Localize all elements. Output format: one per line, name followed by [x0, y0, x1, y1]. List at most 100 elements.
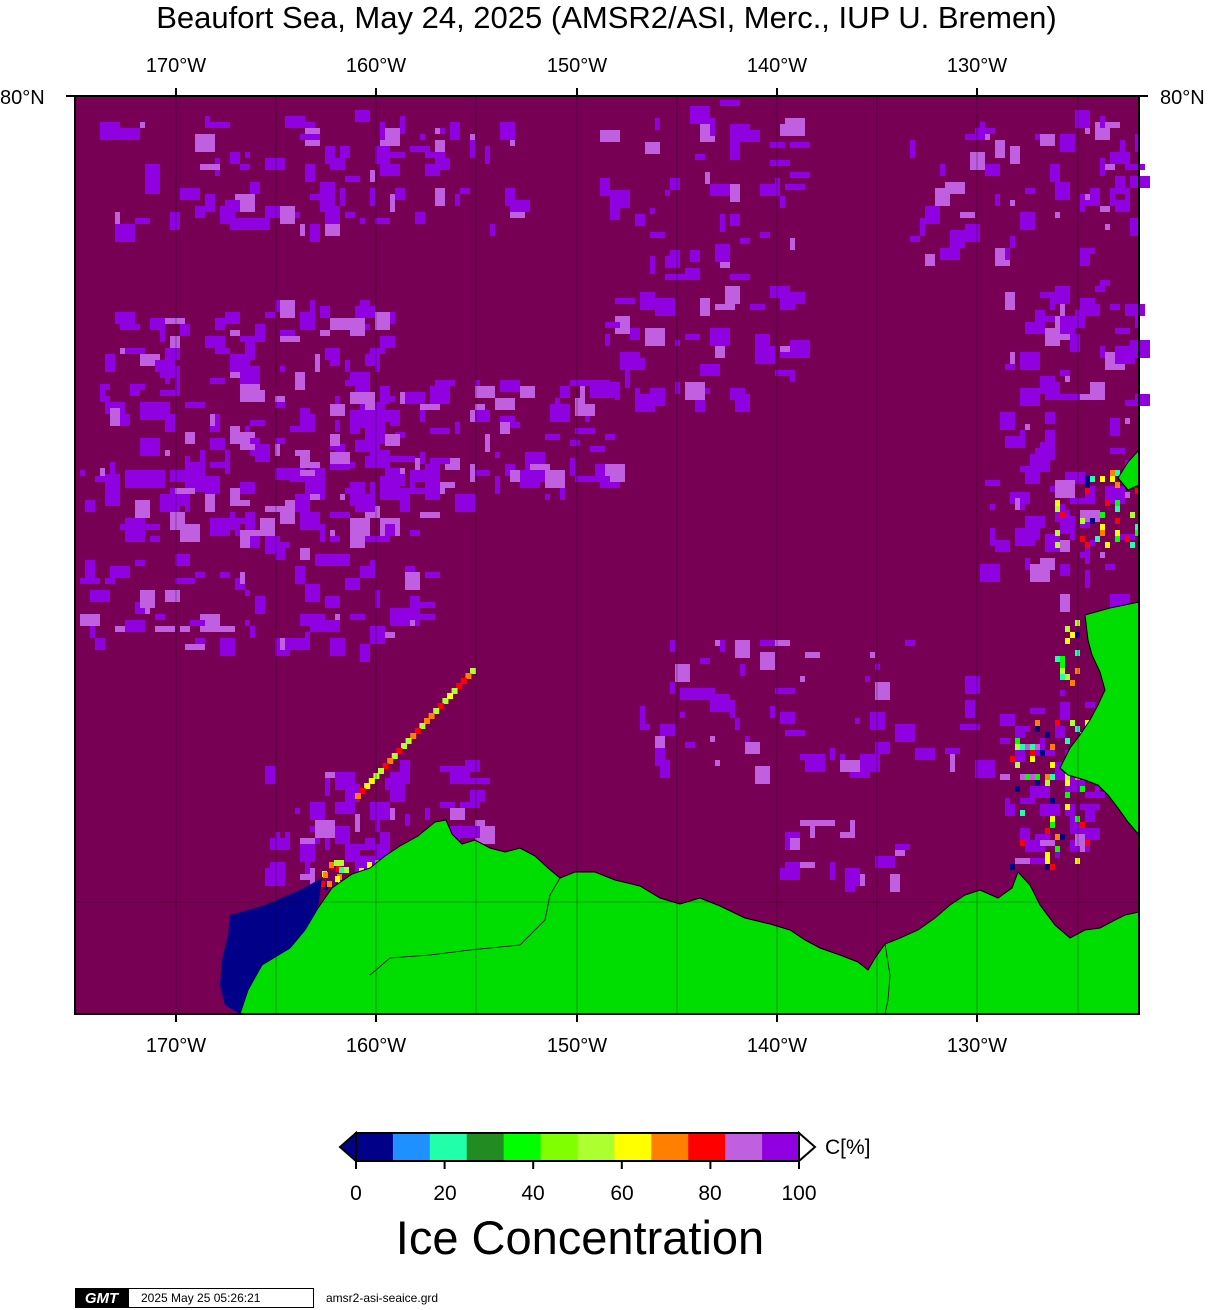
ice-patch [270, 862, 285, 874]
ice-patch [1090, 518, 1095, 524]
ice-patch [1135, 316, 1140, 328]
ice-patch [1120, 140, 1125, 158]
ice-patch [575, 398, 580, 416]
ice-patch [1085, 702, 1095, 708]
ice-patch [370, 482, 375, 500]
ice-patch [875, 742, 890, 754]
ice-patch [165, 590, 180, 602]
ice-patch [368, 778, 375, 784]
ice-patch [395, 188, 405, 194]
ice-patch [1045, 430, 1055, 448]
ice-patch [185, 462, 205, 480]
ice-patch [600, 178, 610, 196]
ice-patch [1035, 834, 1050, 840]
ice-patch [401, 743, 407, 749]
ice-patch [245, 512, 255, 530]
ice-patch [460, 802, 480, 808]
ice-patch [735, 640, 750, 658]
ice-patch [700, 298, 710, 316]
ice-patch [1050, 822, 1055, 828]
ice-patch [1010, 804, 1015, 816]
ice-patch [380, 122, 385, 140]
ice-patch [344, 867, 349, 873]
footer: GMT 2025 May 25 05:26:21 amsr2-asi-seaic… [75, 1288, 438, 1308]
ice-patch [625, 370, 630, 388]
ice-patch [845, 874, 855, 892]
ice-patch [975, 128, 995, 134]
ice-patch [330, 530, 335, 536]
ice-patch [320, 881, 325, 887]
ice-patch [335, 554, 350, 566]
ice-patch [350, 318, 365, 336]
ice-patch [180, 188, 200, 200]
ice-patch [305, 476, 325, 488]
ice-patch [385, 524, 395, 536]
ice-patch [420, 512, 440, 518]
ice-patch [355, 306, 375, 318]
ice-patch [85, 500, 95, 512]
ice-patch [130, 384, 145, 390]
ice-patch [1060, 394, 1080, 400]
ice-patch [1085, 488, 1090, 494]
ice-patch [345, 380, 360, 386]
ice-patch [1080, 552, 1090, 558]
ice-patch [1075, 726, 1080, 732]
ice-patch [875, 664, 880, 670]
ice-patch [855, 718, 860, 724]
ice-patch [400, 500, 410, 512]
ice-patch [710, 328, 730, 346]
ice-patch [200, 450, 205, 462]
ice-patch [1040, 738, 1045, 756]
ice-patch [295, 476, 300, 482]
ice-patch [1050, 798, 1055, 804]
ice-patch [330, 638, 345, 656]
ice-patch [1035, 780, 1040, 786]
ice-patch [1075, 632, 1080, 638]
ice-patch [1045, 780, 1050, 786]
ice-patch [1130, 218, 1140, 236]
ice-patch [1030, 708, 1045, 714]
ice-patch [1065, 804, 1070, 810]
ice-patch [1005, 798, 1010, 816]
lon-tick-top: 160°W [345, 55, 407, 77]
ice-patch [1050, 864, 1055, 870]
ice-patch [770, 142, 785, 148]
ice-patch [575, 476, 595, 482]
ice-patch [240, 572, 245, 584]
ice-patch [1115, 536, 1120, 542]
ice-patch [295, 122, 315, 128]
ice-patch [365, 392, 375, 410]
ice-patch [110, 566, 130, 578]
ice-patch [1015, 498, 1020, 510]
ice-patch [1065, 738, 1070, 744]
ice-patch [330, 318, 350, 330]
ice-patch [165, 414, 175, 432]
ice-patch [145, 164, 160, 176]
ice-patch [775, 688, 795, 694]
ice-patch [615, 298, 635, 304]
ice-patch [1070, 334, 1080, 352]
ice-patch [670, 178, 680, 190]
ice-patch [800, 676, 805, 682]
ice-patch [710, 118, 715, 136]
ice-patch [725, 694, 730, 712]
ice-patch [255, 444, 270, 462]
ice-patch [1125, 418, 1130, 424]
ice-patch [210, 122, 230, 128]
ice-patch [320, 524, 325, 542]
colorbar-swatch [577, 1133, 615, 1161]
ice-patch [475, 386, 495, 398]
ice-patch [265, 536, 280, 542]
lon-tick-bottom: 170°W [145, 1035, 207, 1057]
ice-patch [175, 488, 195, 494]
ice-patch [1010, 236, 1015, 248]
ice-patch [200, 164, 220, 170]
ice-patch [95, 476, 100, 482]
ice-patch [345, 360, 350, 372]
ice-patch [295, 450, 310, 456]
ice-patch [355, 814, 360, 832]
ice-patch [670, 640, 675, 652]
ice-patch [415, 458, 420, 470]
ice-patch [90, 590, 110, 602]
ice-patch [925, 206, 940, 224]
